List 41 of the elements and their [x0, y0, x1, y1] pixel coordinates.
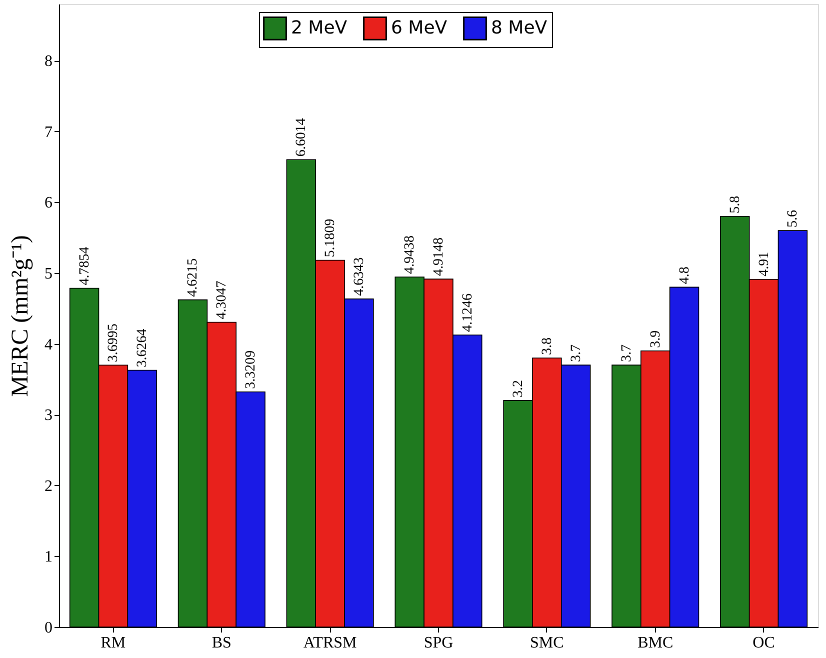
data-label: 3.2 — [511, 380, 526, 398]
y-tick-label: 4 — [44, 336, 52, 354]
data-label: 4.9438 — [402, 236, 418, 274]
data-label: 4.3047 — [214, 280, 230, 320]
y-tick-label: 3 — [44, 407, 52, 424]
data-label: 4.6343 — [352, 257, 367, 296]
x-tick-label: RM — [100, 634, 126, 652]
legend-label: 6 MeV — [391, 17, 448, 38]
data-label: 5.8 — [728, 196, 743, 214]
data-label: 3.3209 — [244, 350, 259, 389]
data-label: 4.6215 — [186, 258, 201, 297]
data-label: 3.9 — [648, 330, 664, 348]
data-label: 4.8 — [677, 266, 692, 284]
y-axis-title: MERC (mm²g⁻¹) — [8, 235, 34, 397]
y-tick-label: 8 — [44, 53, 52, 70]
x-tick-label: ATRSM — [303, 634, 357, 652]
data-label: 6.6014 — [294, 118, 310, 157]
x-tick-label: SPG — [424, 634, 454, 652]
data-label: 4.91 — [756, 252, 772, 276]
y-tick-label: 5 — [44, 266, 52, 283]
data-label: 3.6264 — [135, 328, 150, 368]
data-label: 5.6 — [786, 210, 801, 228]
x-tick-label: BS — [212, 634, 232, 652]
y-tick-label: 0 — [44, 620, 52, 636]
x-tick-label: OC — [752, 634, 775, 652]
y-tick-label: 1 — [44, 548, 52, 566]
x-tick-label: BMC — [638, 634, 674, 652]
x-tick-label: SMC — [530, 634, 564, 652]
data-label: 4.9148 — [432, 238, 446, 276]
data-label: 3.6995 — [106, 324, 122, 362]
y-tick-label: 6 — [44, 194, 52, 212]
data-label: 3.7 — [568, 344, 584, 362]
data-label: 5.1809 — [323, 218, 338, 258]
data-label: 3.7 — [619, 344, 634, 362]
y-tick-label: 7 — [44, 124, 52, 141]
legend-label: 8 MeV — [491, 17, 548, 38]
data-label: 4.1246 — [460, 293, 476, 332]
legend-label: 2 MeV — [291, 17, 348, 38]
data-label: 4.7854 — [77, 246, 92, 286]
y-tick-label: 2 — [44, 478, 52, 495]
data-label: 3.8 — [540, 337, 555, 355]
